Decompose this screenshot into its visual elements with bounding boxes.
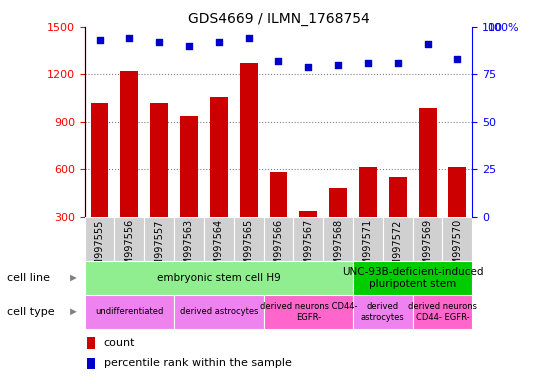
- Text: UNC-93B-deficient-induced
pluripotent stem: UNC-93B-deficient-induced pluripotent st…: [342, 267, 483, 289]
- Text: undifferentiated: undifferentiated: [95, 307, 164, 316]
- Point: [244, 35, 253, 41]
- Point: [453, 56, 462, 62]
- Text: cell line: cell line: [7, 273, 50, 283]
- Bar: [87, 338, 95, 349]
- Bar: [85, 295, 174, 329]
- Bar: [359, 167, 377, 265]
- Point: [95, 37, 104, 43]
- Bar: [204, 217, 234, 261]
- Point: [274, 58, 283, 64]
- Text: GSM997565: GSM997565: [244, 219, 254, 278]
- Text: derived
astrocytes: derived astrocytes: [361, 302, 405, 321]
- Bar: [174, 217, 204, 261]
- Text: GSM997566: GSM997566: [274, 219, 283, 278]
- Text: GSM997555: GSM997555: [94, 219, 104, 278]
- Bar: [448, 167, 466, 265]
- Title: GDS4669 / ILMN_1768754: GDS4669 / ILMN_1768754: [188, 12, 369, 26]
- Text: derived neurons
CD44- EGFR-: derived neurons CD44- EGFR-: [408, 302, 477, 321]
- Bar: [323, 217, 353, 261]
- Bar: [413, 295, 472, 329]
- Text: GSM997564: GSM997564: [214, 219, 224, 278]
- Bar: [234, 217, 264, 261]
- Point: [423, 41, 432, 47]
- Text: derived neurons CD44-
EGFR-: derived neurons CD44- EGFR-: [259, 302, 357, 321]
- Bar: [270, 172, 287, 265]
- Text: GSM997569: GSM997569: [423, 219, 432, 278]
- Text: GSM997567: GSM997567: [303, 219, 313, 278]
- Bar: [353, 295, 413, 329]
- Point: [185, 43, 193, 49]
- Bar: [174, 295, 264, 329]
- Bar: [293, 217, 323, 261]
- Text: cell type: cell type: [7, 307, 55, 317]
- Bar: [85, 217, 115, 261]
- Bar: [240, 63, 258, 265]
- Bar: [353, 217, 383, 261]
- Bar: [413, 217, 442, 261]
- Point: [304, 64, 313, 70]
- Point: [155, 39, 164, 45]
- Bar: [419, 108, 436, 265]
- Text: GSM997563: GSM997563: [184, 219, 194, 278]
- Bar: [383, 217, 413, 261]
- Bar: [121, 71, 138, 265]
- Bar: [150, 103, 168, 265]
- Bar: [299, 211, 317, 265]
- Text: embryonic stem cell H9: embryonic stem cell H9: [157, 273, 281, 283]
- Text: GSM997570: GSM997570: [453, 219, 462, 278]
- Text: percentile rank within the sample: percentile rank within the sample: [104, 358, 292, 368]
- Point: [125, 35, 134, 41]
- Bar: [87, 358, 95, 369]
- Text: GSM997571: GSM997571: [363, 219, 373, 278]
- Bar: [180, 116, 198, 265]
- Bar: [144, 217, 174, 261]
- Text: GSM997568: GSM997568: [333, 219, 343, 278]
- Point: [364, 60, 372, 66]
- Bar: [442, 217, 472, 261]
- Y-axis label: 100%: 100%: [488, 23, 519, 33]
- Bar: [85, 261, 353, 295]
- Bar: [389, 177, 407, 265]
- Point: [215, 39, 223, 45]
- Point: [334, 62, 342, 68]
- Bar: [353, 261, 472, 295]
- Text: GSM997556: GSM997556: [124, 219, 134, 278]
- Text: GSM997572: GSM997572: [393, 219, 403, 278]
- Bar: [115, 217, 144, 261]
- Text: GSM997557: GSM997557: [154, 219, 164, 278]
- Bar: [264, 217, 293, 261]
- Text: derived astrocytes: derived astrocytes: [180, 307, 258, 316]
- Text: count: count: [104, 338, 135, 348]
- Bar: [91, 103, 109, 265]
- Point: [393, 60, 402, 66]
- Bar: [329, 189, 347, 265]
- Bar: [264, 295, 353, 329]
- Bar: [210, 97, 228, 265]
